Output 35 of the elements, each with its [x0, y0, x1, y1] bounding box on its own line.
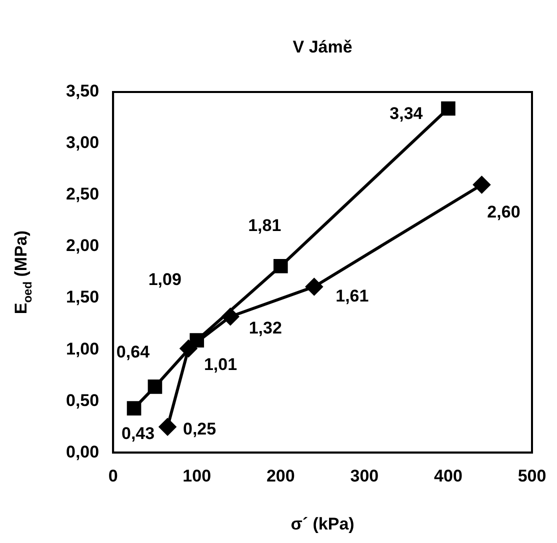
x-tick-label: 0	[108, 466, 118, 486]
x-tick-label: 200	[266, 466, 295, 486]
y-tick-label: 1,00	[66, 339, 100, 358]
data-label: 0,64	[116, 342, 150, 362]
y-tick-label: 0,50	[66, 390, 100, 410]
x-axis-title: σ´ (kPa)	[290, 514, 354, 534]
y-tick-label: 2,00	[66, 236, 100, 256]
point	[126, 401, 142, 416]
point	[273, 258, 288, 274]
data-label: 2,60	[487, 202, 520, 222]
data-label: 1,81	[248, 216, 282, 235]
x-tick-label: 100	[182, 466, 212, 486]
data-label: 1,32	[248, 318, 282, 338]
x-tick-label: 300	[350, 466, 379, 486]
data-label: 1,61	[336, 286, 369, 306]
data-label: 1,01	[204, 355, 238, 374]
y-tick-label: 2,50	[66, 184, 100, 204]
chart-title: V Jámě	[292, 38, 352, 57]
x-tick-label: 500	[518, 466, 546, 486]
x-tick-label: 400	[434, 466, 462, 486]
point	[190, 333, 204, 348]
point	[148, 380, 162, 394]
data-label: 0,25	[183, 420, 216, 439]
point	[473, 176, 490, 194]
y-tick-label: 3,50	[66, 82, 100, 101]
data-label: 3,34	[390, 104, 424, 124]
point	[441, 101, 456, 116]
point	[306, 278, 323, 296]
data-label: 1,09	[148, 270, 182, 289]
point	[159, 418, 176, 436]
y-axis-title: Eoed (MPa)	[12, 230, 34, 314]
y-tick-label: 1,50	[66, 288, 100, 307]
y-tick-label: 3,00	[66, 133, 100, 152]
data-label: 0,43	[121, 424, 155, 443]
y-tick-label: 0,00	[66, 442, 100, 462]
